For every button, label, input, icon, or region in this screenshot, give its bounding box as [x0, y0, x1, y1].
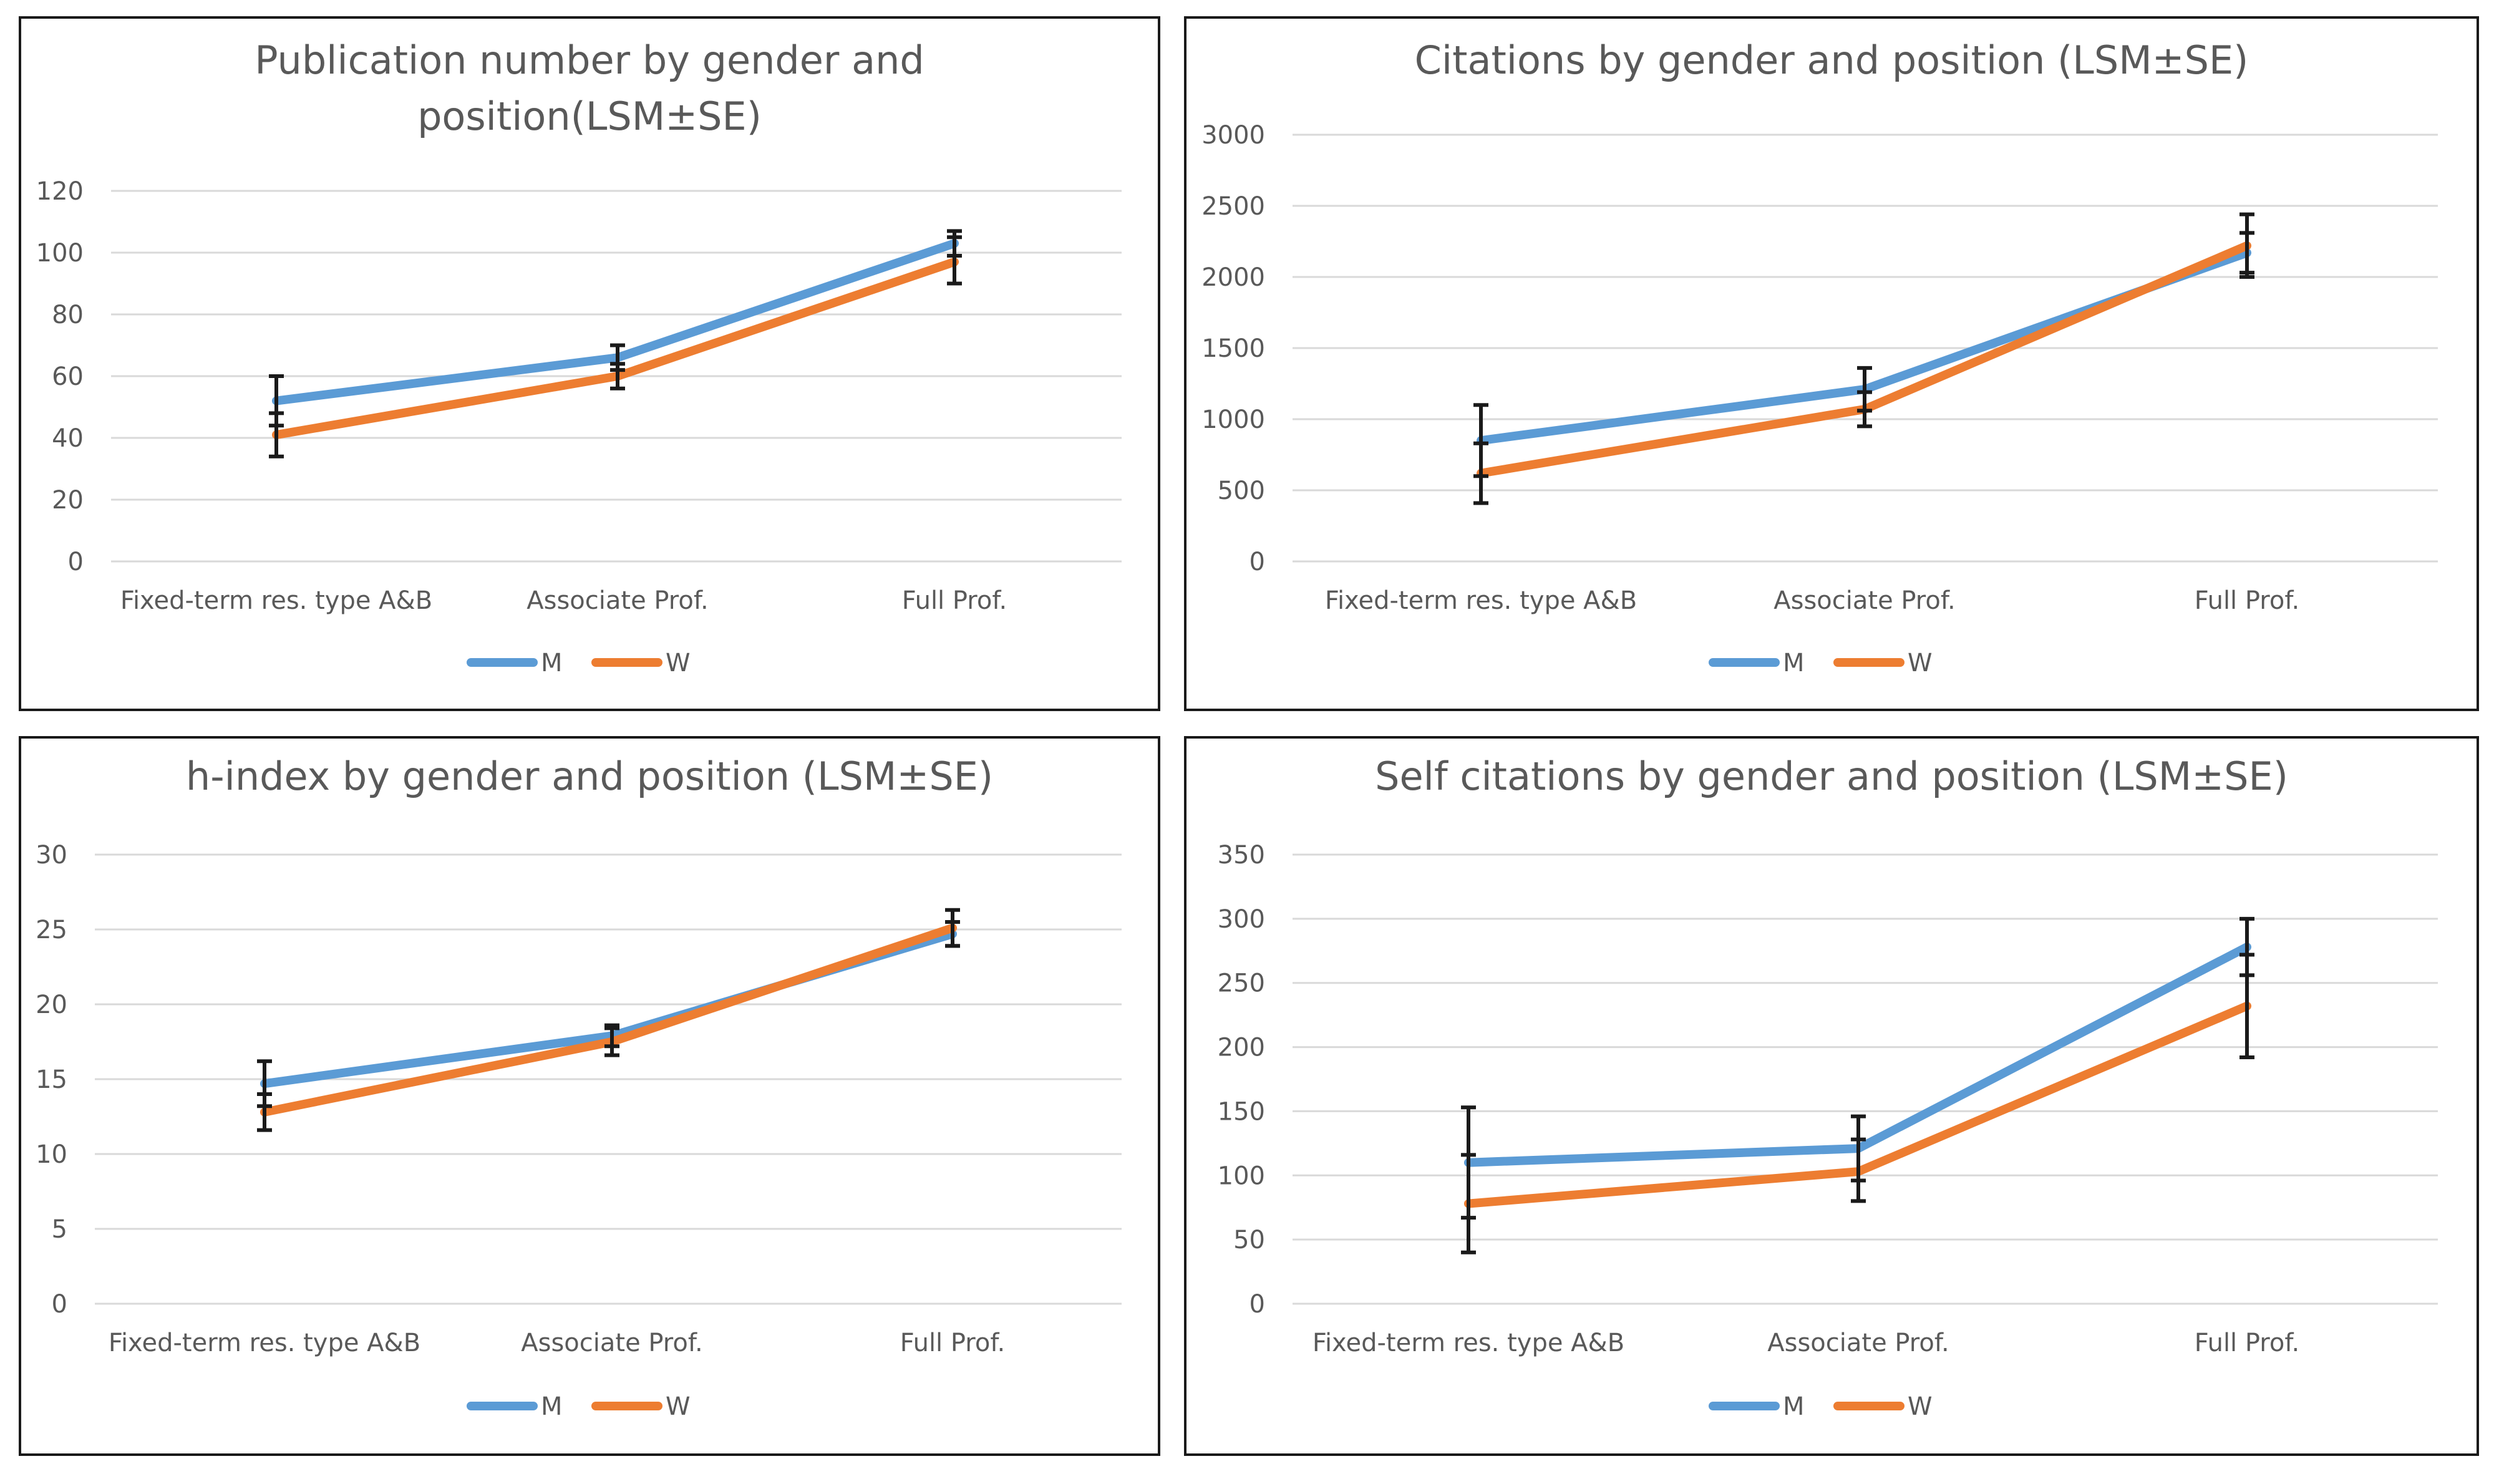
y-tick-label: 30	[36, 841, 67, 870]
y-tick-label: 20	[36, 991, 67, 1019]
x-tick-label: Associate Prof.	[1767, 1329, 1949, 1357]
y-tick-label: 0	[1249, 548, 1265, 576]
error-bar-w	[257, 1092, 272, 1132]
y-tick-label: 60	[52, 362, 84, 391]
error-bar-w	[1851, 1137, 1866, 1203]
y-tick-label: 100	[1218, 1161, 1265, 1190]
legend-item-m: M	[1709, 1392, 1805, 1421]
legend-item-m: M	[467, 1392, 563, 1421]
svg-text:M: M	[541, 649, 563, 677]
y-tick-label: 250	[1218, 969, 1265, 998]
legend-item-w: W	[1833, 649, 1933, 677]
chart-title: position(LSM±SE)	[417, 94, 762, 139]
y-tick-label: 40	[52, 424, 84, 453]
svg-text:W: W	[1908, 649, 1933, 677]
x-tick-label: Fixed-term res. type A&B	[120, 586, 432, 615]
x-tick-label: Associate Prof.	[521, 1329, 702, 1357]
x-tick-label: Fixed-term res. type A&B	[109, 1329, 420, 1357]
error-bar-w	[2239, 212, 2254, 279]
x-tick-label: Full Prof.	[2195, 1329, 2299, 1357]
y-tick-label: 200	[1218, 1034, 1265, 1062]
x-tick-label: Fixed-term res. type A&B	[1325, 586, 1637, 615]
chart-svg: Publication number by gender and position…	[36, 37, 1122, 677]
x-tick-label: Full Prof.	[2195, 586, 2299, 615]
svg-text:M: M	[1783, 1392, 1805, 1421]
error-bar-w	[1857, 390, 1872, 429]
y-tick-label: 0	[68, 548, 84, 576]
y-tick-label: 2000	[1201, 263, 1265, 292]
chart-title: h-index by gender and position (LSM±SE)	[186, 754, 993, 799]
y-tick-label: 100	[36, 239, 84, 268]
chart-svg: Citations by gender and position (LSM±SE…	[1201, 37, 2438, 677]
x-tick-label: Associate Prof.	[526, 586, 708, 615]
svg-text:W: W	[666, 1392, 691, 1421]
error-bar-w	[610, 362, 625, 390]
chart-panel-h-index: h-index by gender and position (LSM±SE) 0…	[19, 736, 1160, 1456]
legend-item-w: W	[591, 649, 691, 677]
svg-text:M: M	[1783, 649, 1805, 677]
y-tick-label: 0	[1249, 1290, 1265, 1319]
y-tick-label: 300	[1218, 905, 1265, 934]
legend-item-m: M	[1709, 649, 1805, 677]
y-tick-label: 25	[36, 916, 67, 944]
chart-title: Self citations by gender and position (L…	[1375, 754, 2288, 799]
chart-title: Citations by gender and position (LSM±SE…	[1415, 37, 2249, 83]
legend-item-w: W	[591, 1392, 691, 1421]
svg-text:W: W	[1908, 1392, 1933, 1421]
y-tick-label: 15	[36, 1065, 67, 1094]
y-tick-label: 1500	[1201, 334, 1265, 363]
y-tick-label: 500	[1218, 477, 1265, 505]
chart-panel-citations: Citations by gender and position (LSM±SE…	[1184, 16, 2479, 711]
series-line-w	[1477, 241, 2251, 478]
error-bar-w	[947, 235, 962, 286]
error-bar-w	[945, 908, 960, 948]
y-tick-label: 120	[36, 177, 84, 206]
y-tick-label: 1000	[1201, 405, 1265, 434]
error-bar-w	[604, 1026, 619, 1057]
chart-panel-publications: Publication number by gender and position…	[19, 16, 1160, 711]
y-tick-label: 150	[1218, 1097, 1265, 1126]
x-tick-label: Full Prof.	[902, 586, 1007, 615]
y-tick-label: 10	[36, 1140, 67, 1169]
error-bar-w	[269, 411, 284, 458]
y-tick-label: 50	[1233, 1226, 1265, 1254]
error-bar-w	[2239, 953, 2254, 1060]
error-bar-w	[1461, 1153, 1476, 1254]
x-tick-label: Fixed-term res. type A&B	[1313, 1329, 1624, 1357]
error-bar-w	[1473, 441, 1488, 505]
chart-svg: Self citations by gender and position (L…	[1218, 754, 2438, 1421]
svg-text:W: W	[666, 649, 691, 677]
y-tick-label: 3000	[1201, 121, 1265, 150]
y-tick-label: 0	[52, 1290, 67, 1319]
y-tick-label: 350	[1218, 841, 1265, 870]
y-tick-label: 80	[52, 301, 84, 329]
x-tick-label: Associate Prof.	[1773, 586, 1955, 615]
y-tick-label: 2500	[1201, 192, 1265, 221]
chart-title: Publication number by gender and	[255, 37, 924, 83]
y-tick-label: 5	[52, 1215, 67, 1244]
legend-item-w: W	[1833, 1392, 1933, 1421]
series-line-w	[272, 257, 959, 440]
y-tick-label: 20	[52, 486, 84, 515]
chart-svg: h-index by gender and position (LSM±SE) 0…	[36, 754, 1122, 1421]
series-line-w	[260, 923, 957, 1117]
svg-text:M: M	[541, 1392, 563, 1421]
legend-item-m: M	[467, 649, 563, 677]
chart-panel-self-citations: Self citations by gender and position (L…	[1184, 736, 2479, 1456]
series-line-m	[260, 929, 957, 1089]
x-tick-label: Full Prof.	[900, 1329, 1005, 1357]
